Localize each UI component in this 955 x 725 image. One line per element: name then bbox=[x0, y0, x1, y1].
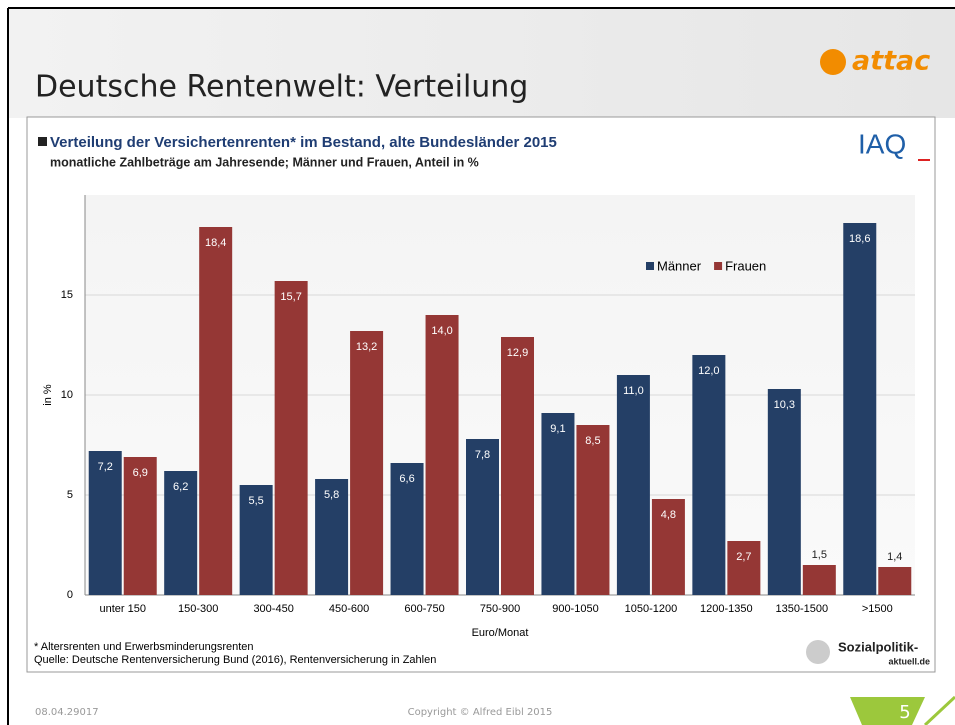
bar bbox=[199, 227, 232, 595]
y-tick-label: 0 bbox=[67, 589, 73, 601]
legend-swatch bbox=[714, 262, 722, 270]
bar bbox=[501, 337, 534, 595]
value-label: 10,3 bbox=[774, 399, 795, 411]
bar bbox=[617, 375, 650, 595]
footnote: * Altersrenten und Erwerbsminderungsrent… bbox=[34, 641, 254, 653]
value-label: 11,0 bbox=[623, 385, 644, 397]
y-axis-label: in % bbox=[42, 384, 54, 406]
source-logo: Sozialpolitik- bbox=[838, 639, 918, 654]
x-tick-label: unter 150 bbox=[99, 603, 145, 615]
chart-title: Verteilung der Versichertenrenten* im Be… bbox=[50, 134, 557, 151]
value-label: 18,4 bbox=[205, 237, 226, 249]
value-label: 12,9 bbox=[507, 347, 528, 359]
value-label: 12,0 bbox=[698, 365, 719, 377]
footer-copyright: Copyright © Alfred Eibl 2015 bbox=[408, 707, 553, 718]
bar bbox=[727, 541, 760, 595]
legend-swatch bbox=[646, 262, 654, 270]
value-label: 14,0 bbox=[431, 325, 452, 337]
x-tick-label: 750-900 bbox=[480, 603, 520, 615]
x-tick-label: 600-750 bbox=[404, 603, 444, 615]
source-logo-icon bbox=[806, 640, 830, 664]
bar bbox=[350, 331, 383, 595]
value-label: 4,8 bbox=[661, 509, 676, 521]
y-tick-label: 15 bbox=[61, 289, 73, 301]
value-label: 6,2 bbox=[173, 481, 188, 493]
bar bbox=[803, 565, 836, 595]
bar bbox=[878, 567, 911, 595]
value-label: 1,5 bbox=[812, 549, 827, 561]
title-marker bbox=[38, 137, 47, 146]
value-label: 8,5 bbox=[585, 435, 600, 447]
legend-label: Männer bbox=[657, 258, 702, 273]
value-label: 6,9 bbox=[133, 467, 148, 479]
x-tick-label: 1350-1500 bbox=[776, 603, 829, 615]
x-tick-label: 450-600 bbox=[329, 603, 369, 615]
bar bbox=[768, 389, 801, 595]
value-label: 7,8 bbox=[475, 449, 490, 461]
x-tick-label: >1500 bbox=[862, 603, 893, 615]
source-logo-sub: aktuell.de bbox=[888, 656, 930, 666]
bar bbox=[843, 223, 876, 595]
value-label: 7,2 bbox=[98, 461, 113, 473]
x-tick-label: 300-450 bbox=[253, 603, 293, 615]
value-label: 1,4 bbox=[887, 551, 902, 563]
slide-title: Deutsche Rentenwelt: Verteilung bbox=[35, 70, 528, 105]
bar bbox=[576, 425, 609, 595]
value-label: 6,6 bbox=[399, 473, 414, 485]
page-badge bbox=[850, 697, 925, 725]
footer-date: 08.04.29017 bbox=[35, 707, 99, 718]
value-label: 2,7 bbox=[736, 551, 751, 563]
x-tick-label: 1200-1350 bbox=[700, 603, 753, 615]
value-label: 5,5 bbox=[248, 495, 263, 507]
page-stripe bbox=[925, 697, 955, 725]
bar bbox=[692, 355, 725, 595]
source: Quelle: Deutsche Rentenversicherung Bund… bbox=[34, 654, 436, 666]
bar bbox=[466, 439, 499, 595]
iaq-logo: IAQ bbox=[858, 128, 906, 159]
value-label: 15,7 bbox=[280, 291, 301, 303]
y-tick-label: 10 bbox=[61, 389, 73, 401]
value-label: 9,1 bbox=[550, 423, 565, 435]
logo: attac bbox=[852, 46, 930, 77]
logo-icon bbox=[820, 49, 846, 75]
bar bbox=[426, 315, 459, 595]
bar bbox=[275, 281, 308, 595]
y-tick-label: 5 bbox=[67, 489, 73, 501]
x-tick-label: 150-300 bbox=[178, 603, 218, 615]
value-label: 18,6 bbox=[849, 233, 870, 245]
page-number: 5 bbox=[899, 702, 910, 723]
bar bbox=[541, 413, 574, 595]
chart-subtitle: monatliche Zahlbeträge am Jahresende; Mä… bbox=[50, 155, 479, 169]
x-axis-label: Euro/Monat bbox=[472, 627, 529, 639]
legend-label: Frauen bbox=[725, 258, 766, 273]
value-label: 13,2 bbox=[356, 341, 377, 353]
slide: Deutsche Rentenwelt: Verteilung attac Ve… bbox=[0, 0, 955, 725]
x-tick-label: 1050-1200 bbox=[625, 603, 678, 615]
value-label: 5,8 bbox=[324, 489, 339, 501]
x-tick-label: 900-1050 bbox=[552, 603, 599, 615]
